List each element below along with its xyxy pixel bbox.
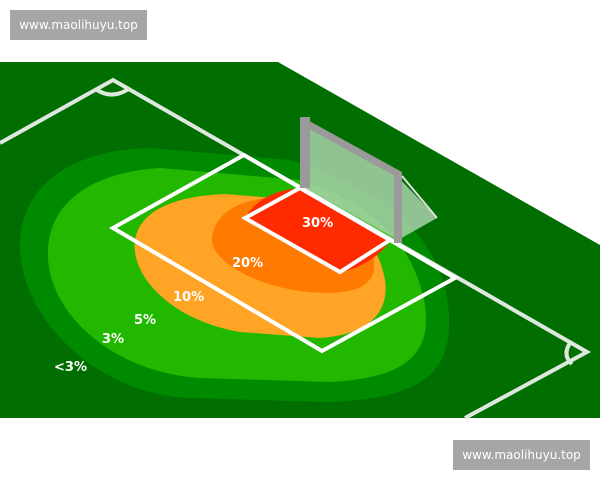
watermark-bottom-right: www.maolihuyu.top	[453, 440, 590, 470]
zone-label-20: 20%	[232, 256, 263, 271]
zone-label-5: 5%	[134, 313, 156, 328]
goal-area	[240, 185, 394, 275]
zone-label-3: 3%	[102, 332, 124, 347]
penalty-box	[108, 152, 460, 354]
zone-label-10: 10%	[173, 290, 204, 305]
zone-30	[245, 188, 390, 272]
watermark-top-left: www.maolihuyu.top	[10, 10, 147, 40]
zone-label-30: 30%	[302, 216, 333, 231]
zone-label-under-3: <3%	[54, 360, 87, 375]
goal	[300, 117, 438, 243]
